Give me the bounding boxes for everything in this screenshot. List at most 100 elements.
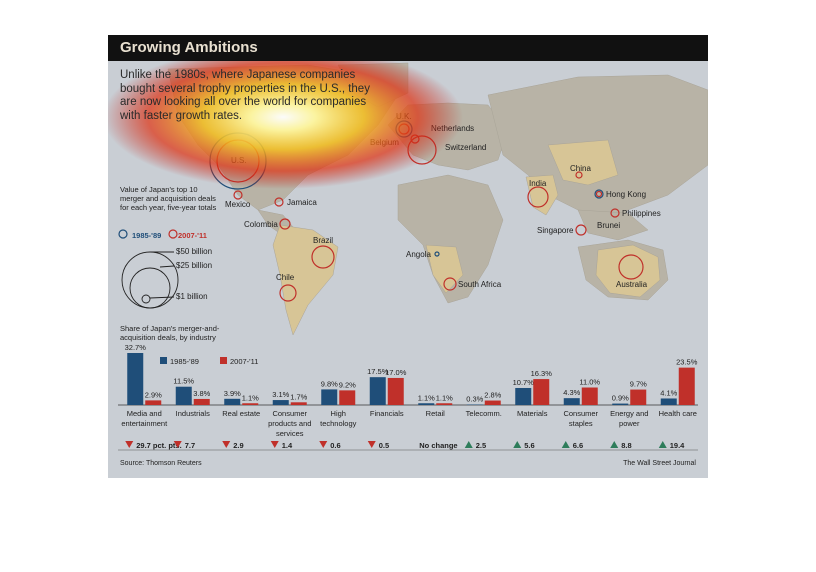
change-value: 0.6 [330,441,340,450]
bar-1985 [369,377,386,405]
bar-data-label: 10.7% [513,378,535,387]
bar-legend-swatch-1985 [160,357,167,364]
bar-legend: 1985-'89 2007-'11 [160,357,258,366]
country-label: India [529,179,547,188]
country-label: Colombia [244,220,278,229]
category-label: Telecomm. [466,409,502,418]
bubble-mexico [233,190,243,200]
category-label: Energy and [610,409,648,418]
country-label: Angola [406,250,431,259]
bar-2007 [339,390,356,405]
category-label: Health care [659,409,697,418]
bar-data-label: 16.3% [531,369,553,378]
land-south-america [272,224,339,336]
bar-data-label: 17.0% [385,368,407,377]
change-value: 2.9 [233,441,243,450]
map-legend-2007: 2007-'11 [178,231,207,240]
change-value: 6.6 [573,441,583,450]
bar-1985 [224,398,241,405]
country-label: Hong Kong [606,190,646,199]
category-label: Media and [127,409,162,418]
bar-2007 [193,398,210,405]
country-label: Brazil [313,236,333,245]
size-label-50: $50 billion [176,247,212,256]
category-label: services [276,429,304,438]
bar-data-label: 2.8% [484,391,501,400]
bar-data-label: 3.1% [272,390,289,399]
infographic-card: $50 billion $25 billion $1 billion U.S. … [108,35,708,478]
bar-legend-swatch-2007 [220,357,227,364]
country-label: China [570,164,591,173]
size-legend-1 [141,294,151,304]
bar-data-label: 0.9% [612,394,629,403]
country-label: Philippines [622,209,661,218]
land-southern-africa [425,244,464,294]
change-down-icon [125,441,134,448]
change-up-icon [561,441,570,448]
bar-1985 [660,398,677,405]
bar-2007 [581,387,598,405]
category-label: Financials [370,409,404,418]
change-down-icon [173,441,182,448]
bar-2007 [678,367,695,405]
category-label: Consumer [563,409,598,418]
bar-chart-title: Share of Japan's merger-and-acquisition … [120,324,220,342]
bar-2007 [484,400,501,405]
change-up-icon [464,441,473,448]
change-down-icon [270,441,279,448]
legend-swatch-1985 [118,229,128,239]
bubble-angola [434,251,440,257]
bubble-colombia [279,218,291,230]
bar-data-label: 4.1% [660,388,677,397]
bar-2007 [533,379,550,405]
bar-2007 [387,377,404,405]
bar-data-label: 2.9% [145,390,162,399]
land-india [525,174,559,216]
bar-1985 [127,353,144,405]
bar-2007 [145,400,162,405]
bubble-philippines [610,208,620,218]
category-label: Industrials [176,409,210,418]
bubble-singapore [575,224,587,236]
country-label: Brunei [597,221,620,230]
bubble-brazil [311,245,335,269]
category-label: Retail [426,409,446,418]
land-china [547,139,619,186]
bar-1985 [515,387,532,405]
size-legend-25 [129,267,171,309]
country-label: Chile [276,273,295,282]
bar-2007 [436,403,453,405]
bubble-chile [279,284,297,302]
change-up-icon [658,441,667,448]
change-value: 8.8 [621,441,631,450]
category-label: High [331,409,346,418]
change-value: 29.7 pct. pts. [136,441,181,450]
subtitle: Unlike the 1980s, where Japanese compani… [120,69,370,122]
country-label: Singapore [537,226,574,235]
change-value: 19.4 [670,441,685,450]
publisher-credit: The Wall Street Journal [623,460,696,467]
change-value: 2.5 [476,441,486,450]
bubble-hongkong [594,189,604,199]
highlighted-land [272,139,661,336]
bar-data-label: 11.5% [173,377,194,386]
change-down-icon [319,441,328,448]
bar-data-label: 3.9% [224,389,241,398]
change-down-icon [367,441,376,448]
country-label: Switzerland [445,143,486,152]
map-legend-1985: 1985-'89 [132,231,162,240]
change-value: 1.4 [282,441,293,450]
bar-data-label: 9.8% [321,379,338,388]
category-label: staples [569,419,593,428]
bubble-south-africa [443,277,457,291]
bar-data-label: 9.7% [630,380,647,389]
bar-1985 [321,389,338,405]
bubble-india [527,186,549,208]
category-label: products and [268,419,311,428]
change-up-icon [610,441,619,448]
category-label: Consumer [272,409,307,418]
change-down-icon [222,441,231,448]
bar-data-label: 32.7% [125,343,147,352]
category-label: technology [320,419,357,428]
industry-bar-chart: 1985-'89 2007-'11 32.7% 2.9% Media andente… [118,343,698,451]
